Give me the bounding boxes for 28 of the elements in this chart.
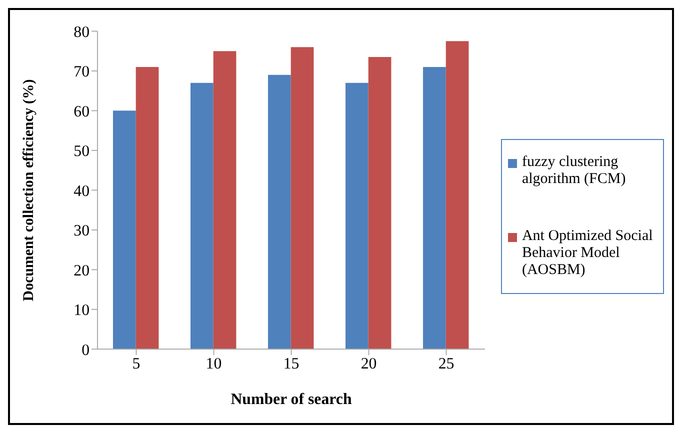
bar <box>213 51 236 350</box>
y-axis-title: Document collection efficiency (%) <box>21 79 38 302</box>
x-axis-title: Number of search <box>230 390 352 408</box>
x-tick-label: 10 <box>206 355 222 372</box>
x-tick-label: 5 <box>132 355 140 372</box>
x-tick-label: 15 <box>283 355 300 372</box>
y-tick-label: 30 <box>74 222 90 240</box>
bar <box>446 41 469 350</box>
y-tick-label: 60 <box>74 103 90 120</box>
bar <box>190 82 214 350</box>
bar <box>290 47 314 350</box>
y-tick-label: 50 <box>74 143 90 160</box>
x-tick-label: 20 <box>360 355 377 372</box>
y-tick-label: 70 <box>74 64 90 81</box>
y-tick-label: 10 <box>74 302 90 320</box>
x-tick-label: 25 <box>438 355 454 372</box>
bar <box>368 57 392 350</box>
y-tick-label: 0 <box>82 342 90 359</box>
y-tick-label: 40 <box>74 182 90 200</box>
bar <box>346 82 368 350</box>
y-tick-label: 20 <box>74 262 90 280</box>
bar <box>268 74 291 350</box>
bar <box>423 66 446 350</box>
legend-label: Ant Optimized Social Behavior Model (AOSBM) <box>522 228 654 279</box>
bar <box>112 110 136 350</box>
legend-label: fuzzy clustering algorithm (FCM) <box>522 154 627 188</box>
y-tick-label: 80 <box>74 24 90 41</box>
bar <box>136 66 159 350</box>
